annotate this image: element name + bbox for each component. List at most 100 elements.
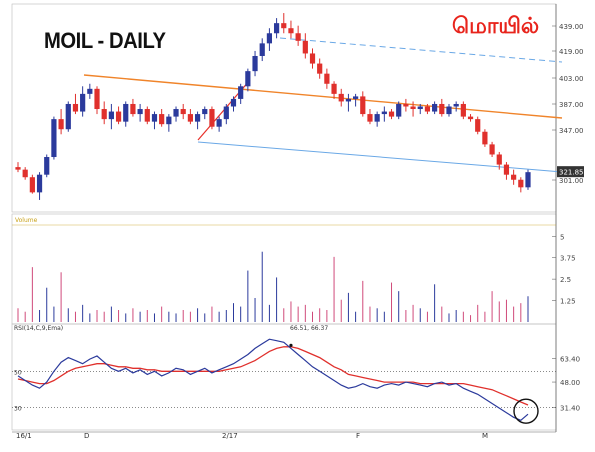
candle-body — [194, 114, 201, 122]
candle-body — [209, 109, 215, 127]
volume-panel-label: Volume — [15, 217, 38, 224]
price-tick-label: 387.00 — [559, 101, 584, 109]
candle-body — [417, 106, 423, 110]
candle-body — [223, 106, 229, 120]
candle-body — [281, 23, 287, 29]
candle-body — [453, 103, 459, 107]
candle-body — [180, 109, 186, 115]
candle-body — [396, 103, 402, 117]
candle-body — [424, 106, 431, 112]
candle-body — [123, 103, 129, 122]
candle-body — [202, 109, 208, 115]
candle-body — [525, 172, 531, 188]
candle-body — [101, 109, 107, 120]
candle-body — [187, 114, 193, 122]
volume-tick-label: 5 — [560, 233, 564, 241]
candle-body — [130, 103, 136, 115]
candle-body — [467, 116, 474, 120]
candle-body — [238, 86, 244, 99]
candle-body — [51, 119, 57, 158]
candle-body — [29, 177, 35, 193]
candle-body — [159, 114, 165, 125]
price-tick-label: 301.00 — [559, 177, 584, 185]
rsi-tick-label: 48.00 — [560, 379, 580, 387]
lower-channel-line — [197, 141, 563, 173]
rsi-values-label: 66.51, 66.37 — [290, 325, 328, 332]
candle-body — [87, 88, 93, 94]
rsi-tick-label: 31.40 — [560, 404, 580, 412]
chart-title-local: மொயில் — [452, 14, 540, 39]
candle-body — [381, 111, 387, 115]
candle-body — [446, 106, 452, 115]
rsi-signal-line — [17, 346, 529, 406]
candle-body — [80, 93, 86, 112]
price-tick-label: 347.00 — [559, 127, 584, 135]
candle-body — [15, 167, 21, 170]
x-axis-label: M — [482, 432, 488, 440]
candle-body — [288, 28, 294, 34]
candle-body — [94, 88, 100, 110]
candle-body — [44, 157, 50, 175]
candle-body — [432, 103, 438, 112]
price-tick-label: 419.00 — [559, 48, 584, 56]
candle-body — [173, 109, 179, 117]
candle-body — [151, 114, 158, 122]
candle-body — [216, 119, 222, 127]
rsi-peak-marker — [289, 343, 293, 347]
candle-body — [489, 144, 495, 155]
candle-body — [439, 103, 445, 115]
candle-body — [295, 33, 301, 41]
candle-body — [345, 98, 352, 102]
rsi-panel-label: RSI(14,C,9,Ema) — [14, 325, 63, 332]
rsi-line — [17, 338, 529, 421]
last-price-marker — [557, 166, 584, 178]
candle-body — [360, 96, 366, 115]
candle-body — [65, 103, 71, 130]
candle-body — [496, 154, 502, 165]
candle-body — [22, 169, 28, 178]
candle-body — [230, 98, 237, 107]
candle-body — [36, 174, 43, 193]
candle-body — [245, 71, 251, 87]
candle-body — [475, 119, 481, 132]
rsi-tick-label: 63.40 — [560, 355, 580, 363]
candle-body — [252, 55, 258, 72]
candle-body — [374, 114, 380, 122]
price-tick-label: 439.00 — [559, 23, 584, 31]
crossover-highlight-circle — [513, 398, 539, 424]
candle-body — [259, 43, 265, 56]
candle-body — [317, 63, 323, 74]
candle-body — [115, 111, 122, 122]
chart-title: MOIL - DAILY — [44, 28, 166, 53]
candle-body — [338, 93, 344, 102]
candle-body — [324, 73, 330, 84]
candle-body — [503, 164, 510, 175]
candle-body — [403, 103, 409, 107]
x-axis-label: D — [84, 432, 89, 440]
x-axis-label: 2/17 — [222, 432, 238, 440]
candle-body — [482, 131, 488, 145]
volume-tick-label: 1.25 — [560, 298, 576, 306]
volume-tick-label: 3.75 — [560, 255, 576, 263]
candle-body — [72, 103, 79, 112]
candle-body — [353, 96, 359, 99]
x-axis-label: 16/1 — [16, 432, 32, 440]
candle-body — [331, 83, 337, 94]
candle-body — [144, 109, 150, 122]
candle-body — [137, 109, 143, 115]
last-price-label: 321.85 — [559, 169, 584, 177]
upper-channel-line — [279, 37, 563, 63]
rsi-panel-border — [11, 323, 557, 431]
candle-body — [108, 111, 114, 120]
candle-body — [309, 53, 316, 64]
rsi-left-tick-30: 30 — [14, 405, 22, 412]
volume-panel-border — [11, 213, 557, 325]
resistance-trendline — [83, 74, 563, 119]
candle-body — [266, 33, 273, 44]
candle-body — [166, 116, 172, 125]
candle-body — [273, 23, 280, 34]
candle-body — [388, 111, 395, 117]
candle-body — [410, 106, 416, 110]
price-tick-label: 403.00 — [559, 75, 584, 83]
